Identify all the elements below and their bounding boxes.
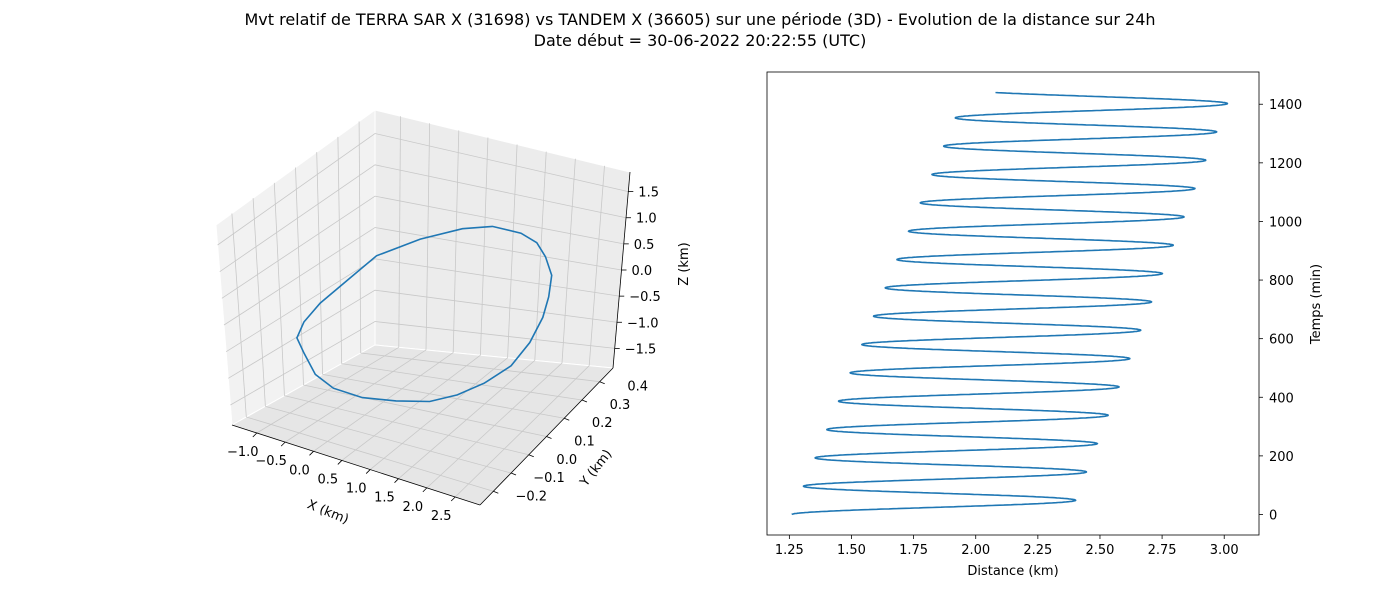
y-tick-label: 0.4 [627, 380, 648, 395]
x-tick [337, 460, 343, 465]
x-tick [450, 496, 456, 502]
y-tick-label: 0.1 [574, 435, 595, 450]
x-tick-label: −0.5 [255, 454, 287, 469]
series-line-3d [296, 225, 553, 403]
x-tick-label: 1.75 [899, 543, 928, 558]
grid-line-z [217, 133, 629, 246]
x-tick-label: 2.5 [431, 509, 452, 524]
grid-line-y [360, 352, 600, 383]
x-tick [309, 451, 314, 456]
y-tick [546, 436, 552, 439]
x-tick [422, 487, 428, 493]
grid-line-y [341, 363, 583, 401]
y-tick [493, 490, 499, 494]
x-axis-label: Distance (km) [967, 564, 1058, 579]
x-axis-line [231, 424, 481, 506]
grid-line-y [284, 395, 529, 456]
y-tick [564, 417, 570, 421]
y-axis-label: Temps (min) [1309, 264, 1324, 345]
x-tick-label: 1.25 [775, 543, 804, 558]
x-tick-label: 2.50 [1085, 543, 1114, 558]
x-tick-label: 1.5 [374, 491, 395, 506]
y-tick-label: −0.2 [516, 489, 548, 504]
y-tick-label: 0.2 [592, 416, 613, 431]
grid-line-y [246, 416, 494, 492]
x-tick-label: 2.75 [1148, 543, 1177, 558]
x-tick-label: 2.0 [403, 500, 424, 515]
z-tick-label: −1.0 [627, 316, 659, 331]
grid-line-y [303, 384, 547, 437]
series-line-distance [791, 91, 1229, 516]
x-tick [365, 469, 371, 474]
x-tick [394, 478, 399, 483]
grid-line-z [228, 289, 618, 379]
y-tick-label: 1200 [1269, 157, 1302, 172]
y-tick [528, 454, 534, 458]
z-tick-label: −0.5 [629, 290, 661, 305]
z-tick-label: −1.5 [625, 342, 657, 357]
y-tick-label: −0.1 [533, 471, 565, 486]
y-tick-label: 800 [1269, 274, 1294, 289]
y-tick-label: 600 [1269, 333, 1294, 348]
x-axis-label: X (km) [305, 497, 351, 527]
y-tick-label: 0.0 [556, 453, 577, 468]
z-tick-label: 1.5 [638, 186, 659, 201]
grid-line-z [219, 164, 627, 272]
y-tick [599, 381, 605, 385]
z-tick-label: 0.0 [632, 264, 653, 279]
y-tick [581, 399, 588, 403]
y-tick-label: 0.3 [610, 398, 631, 413]
x-tick-label: 2.25 [1023, 543, 1052, 558]
grid-line-z [230, 321, 615, 406]
plot-3d: −1.0−0.50.00.51.01.52.02.5−0.2−0.10.00.1… [215, 109, 692, 528]
grid-line-z [223, 227, 622, 326]
y-tick-label: 0 [1269, 508, 1277, 523]
x-tick-label: 1.50 [837, 543, 866, 558]
x-tick-label: 3.00 [1210, 543, 1239, 558]
y-axis-label: Y (km) [577, 447, 616, 490]
y-tick-label: 1000 [1269, 215, 1302, 230]
grid-line-z [225, 258, 620, 353]
chart-subtitle: Date début = 30-06-2022 20:22:55 (UTC) [533, 31, 867, 50]
y-tick [510, 472, 517, 476]
grid-line-z [221, 195, 624, 299]
plot-area-2d [766, 71, 1260, 536]
x-tick-label: 0.0 [289, 463, 310, 478]
x-tick-label: 2.00 [961, 543, 990, 558]
z-tick-label: 1.0 [636, 212, 657, 227]
y-tick-label: 1400 [1269, 98, 1302, 113]
y-tick-label: 200 [1269, 450, 1294, 465]
x-tick-label: −1.0 [227, 445, 259, 460]
z-axis-label: Z (km) [677, 242, 692, 285]
plot-2d: 1.25 1.50 1.75 2.00 2.25 2.50 2.75 3.00 0 200 400 6… [766, 71, 1324, 579]
x-tick [252, 432, 258, 438]
x-tick [280, 441, 286, 447]
grid-line-y [265, 405, 512, 474]
z-tick-label: 0.5 [634, 238, 655, 253]
y-tick-label: 400 [1269, 391, 1294, 406]
grid-line-y [322, 373, 565, 419]
chart-title: Mvt relatif de TERRA SAR X (31698) vs TA… [244, 10, 1156, 29]
x-tick-label: 1.0 [346, 482, 367, 497]
x-tick-label: 0.5 [317, 472, 338, 487]
